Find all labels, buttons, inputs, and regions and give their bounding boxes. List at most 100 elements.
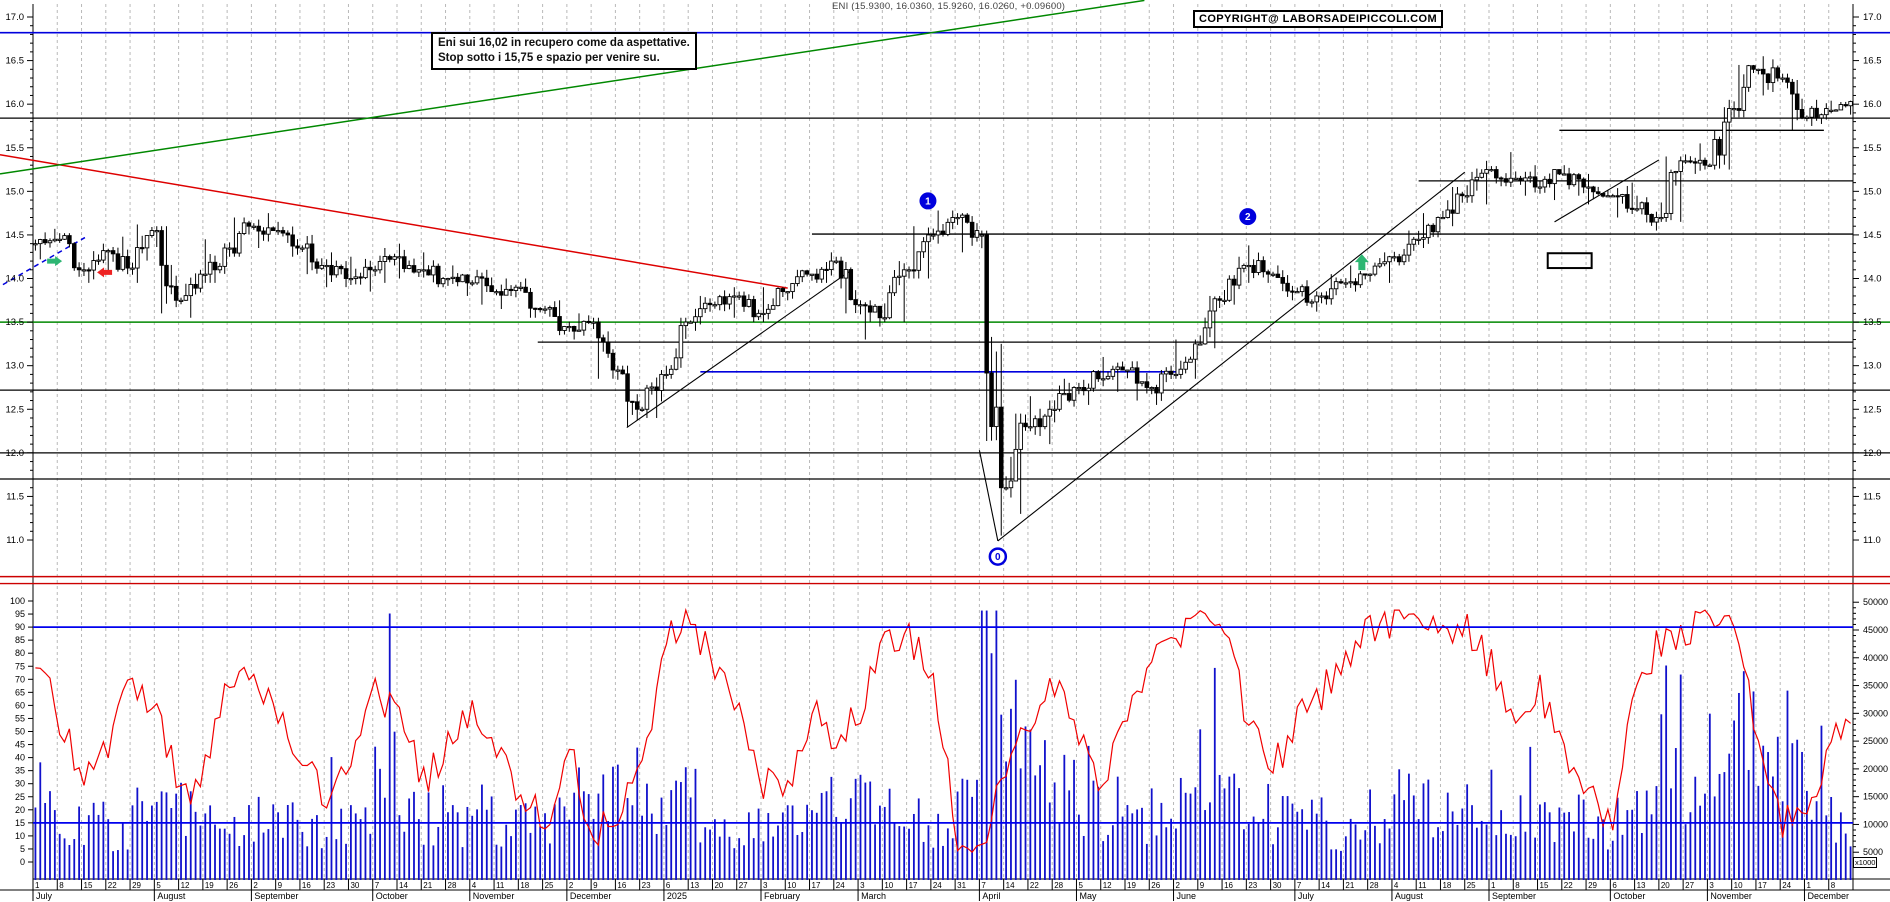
- week-label: 9: [593, 881, 598, 890]
- week-label: 15: [1540, 881, 1549, 890]
- svg-text:2: 2: [1245, 212, 1251, 223]
- month-label: February: [764, 891, 801, 901]
- week-label: 17: [812, 881, 821, 890]
- y-axis-label-left: 16.0: [6, 99, 25, 110]
- week-label: 25: [1467, 881, 1476, 890]
- y-axis-label-left: 14.5: [6, 230, 25, 241]
- oscillator-axis-label: 10: [15, 831, 25, 841]
- volume-axis-label: 10000: [1863, 819, 1888, 829]
- month-label: August: [157, 891, 186, 901]
- oscillator-axis-label: 40: [15, 753, 25, 763]
- week-label: 22: [108, 881, 117, 890]
- y-axis-label-left: 13.0: [6, 361, 25, 372]
- week-label: 24: [933, 881, 942, 890]
- y-axis-label-left: 12.0: [6, 448, 25, 459]
- week-label: 23: [326, 881, 335, 890]
- trendlines: [0, 0, 1660, 542]
- week-label: 5: [1078, 881, 1083, 890]
- month-label: October: [1613, 891, 1645, 901]
- volume-axis-label: 35000: [1863, 681, 1888, 691]
- y-axis-label-right: 12.5: [1863, 404, 1882, 415]
- target-rectangle: [1546, 252, 1593, 270]
- week-label: 28: [1370, 881, 1379, 890]
- week-label: 25: [545, 881, 554, 890]
- month-label: December: [1807, 891, 1849, 901]
- volume-axis-label: 45000: [1863, 625, 1888, 635]
- week-label: 16: [302, 881, 311, 890]
- week-label: 10: [1734, 881, 1743, 890]
- y-axis-label-left: 17.0: [6, 12, 25, 23]
- month-label: May: [1079, 891, 1097, 901]
- volume-axis-label: 30000: [1863, 708, 1888, 718]
- green-right-arrow: [47, 256, 63, 267]
- week-label: 26: [1151, 881, 1160, 890]
- week-label: 3: [860, 881, 865, 890]
- plot-frame: [0, 4, 1890, 891]
- week-label: 30: [350, 881, 359, 890]
- week-label: 24: [1782, 881, 1791, 890]
- week-label: 10: [884, 881, 893, 890]
- week-label: 1: [1806, 881, 1811, 890]
- week-label: 14: [1321, 881, 1330, 890]
- y-axis-label-right: 15.5: [1863, 143, 1882, 154]
- wave-2-marker: [1239, 208, 1257, 226]
- y-axis-label-right: 14.5: [1863, 230, 1882, 241]
- week-label: 6: [666, 881, 671, 890]
- y-axis-label-right: 13.0: [1863, 361, 1882, 372]
- y-axis-label-right: 14.0: [1863, 274, 1882, 285]
- y-axis-label-right: 15.0: [1863, 186, 1882, 197]
- y-axis-label-left: 15.5: [6, 143, 25, 154]
- week-label: 8: [1515, 881, 1520, 890]
- week-label: 22: [1030, 881, 1039, 890]
- trendline: [0, 0, 1145, 175]
- week-label: 22: [1564, 881, 1573, 890]
- wave-1-marker: [919, 192, 937, 210]
- week-label: 12: [181, 881, 190, 890]
- week-label: 29: [132, 881, 141, 890]
- oscillator-axis-label: 35: [15, 766, 25, 776]
- week-label: 13: [690, 881, 699, 890]
- green-up-arrow: [1354, 254, 1369, 271]
- oscillator-axis-label: 75: [15, 661, 25, 671]
- trendline: [0, 153, 788, 289]
- week-label: 23: [642, 881, 651, 890]
- x-axis: 1 8 15 22 29 5 12 19 26 2 9 16 23 30 7 14 21 28 4 11 18 25 2 9 1…: [32, 879, 1854, 901]
- week-label: 14: [399, 881, 408, 890]
- week-label: 9: [1200, 881, 1205, 890]
- week-label: 7: [981, 881, 986, 890]
- volume-axis-label: 5000: [1863, 847, 1883, 857]
- week-label: 31: [957, 881, 966, 890]
- y-axis-label-right: 16.5: [1863, 56, 1882, 67]
- week-label: 30: [1273, 881, 1282, 890]
- trendline: [626, 269, 853, 429]
- y-axis-label-left: 15.0: [6, 186, 25, 197]
- y-axis-label-right: 11.5: [1863, 491, 1881, 502]
- oscillator-axis-label: 5: [20, 844, 25, 854]
- oscillator-axis-label: 55: [15, 713, 25, 723]
- week-label: 14: [1006, 881, 1015, 890]
- week-label: 1: [1491, 881, 1496, 890]
- oscillator-axis-label: 90: [15, 622, 25, 632]
- volume-axis-label: 15000: [1863, 792, 1888, 802]
- copyright-badge: COPYRIGHT@ LABORSADEIPICCOLI.COM: [1193, 10, 1444, 28]
- week-label: 4: [1394, 881, 1399, 890]
- volume-axis-label: 25000: [1863, 736, 1888, 746]
- candles: [33, 56, 1853, 536]
- week-label: 21: [1345, 881, 1354, 890]
- y-axis-label-left: 11.5: [6, 491, 24, 502]
- y-axis-label-left: 13.5: [6, 317, 25, 328]
- oscillator-axis-label: 50: [15, 727, 25, 737]
- oscillator-axis-label: 0: [20, 857, 25, 867]
- week-label: 11: [1418, 881, 1427, 890]
- week-label: 21: [423, 881, 432, 890]
- oscillator-axis-label: 65: [15, 687, 25, 697]
- week-label: 16: [617, 881, 626, 890]
- oscillator-axis-label: 100: [10, 596, 25, 606]
- y-axis-label-right: 12.0: [1863, 448, 1882, 459]
- month-label: July: [36, 891, 53, 901]
- volume-axis-label: 50000: [1863, 597, 1888, 607]
- month-label: April: [982, 891, 1000, 901]
- month-label: March: [861, 891, 886, 901]
- week-label: 8: [1831, 881, 1836, 890]
